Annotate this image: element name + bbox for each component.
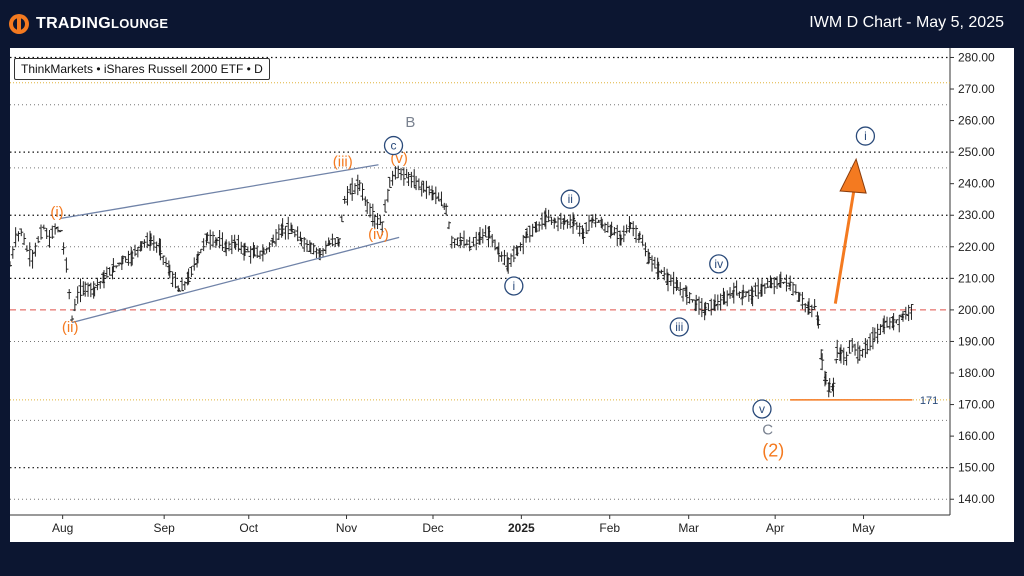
y-tick-label: 170.00 bbox=[958, 398, 995, 412]
wave-circle bbox=[752, 399, 772, 419]
x-tick-label: 2025 bbox=[508, 521, 535, 535]
wave-label: iv bbox=[714, 257, 723, 271]
channel-upper-line bbox=[60, 164, 379, 220]
y-tick-label: 230.00 bbox=[958, 208, 995, 222]
x-tick-label: Aug bbox=[52, 521, 73, 535]
wave-label: i bbox=[864, 129, 867, 143]
x-tick-label: May bbox=[852, 521, 875, 535]
wave-circle bbox=[669, 317, 689, 337]
y-tick-label: 220.00 bbox=[958, 240, 995, 254]
wave-label: c bbox=[391, 139, 397, 153]
symbol-legend: ThinkMarkets • iShares Russell 2000 ETF … bbox=[14, 58, 270, 80]
x-tick-label: Oct bbox=[239, 521, 258, 535]
wave-circle bbox=[383, 135, 404, 156]
wave-label: ii bbox=[568, 192, 573, 206]
y-tick-label: 250.00 bbox=[958, 145, 995, 159]
wave-circle bbox=[504, 276, 524, 296]
wave-label: (iii) bbox=[333, 153, 353, 170]
wave-label: C bbox=[762, 422, 773, 439]
brand-logo-icon bbox=[9, 14, 29, 34]
chart-frame[interactable]: 280.00 270.00 260.00 250.00 240.00 230.00 220.… bbox=[8, 48, 1014, 542]
x-tick-label: Feb bbox=[599, 521, 620, 535]
y-tick-label: 150.00 bbox=[958, 461, 995, 475]
y-tick-label: 240.00 bbox=[958, 177, 995, 191]
support-label: 171 bbox=[920, 395, 938, 407]
brand-name: TRADINGLOUNGE bbox=[36, 15, 169, 32]
wave-label: B bbox=[405, 114, 415, 131]
y-tick-label: 210.00 bbox=[958, 271, 995, 285]
y-tick-label: 160.00 bbox=[958, 429, 995, 443]
y-tick-label: 140.00 bbox=[958, 492, 995, 506]
wave-label: (iv) bbox=[368, 226, 389, 243]
y-tick-label: 190.00 bbox=[958, 334, 995, 348]
projection-arrow-head bbox=[839, 157, 867, 194]
y-tick-label: 280.00 bbox=[958, 50, 995, 64]
ohlc-series bbox=[8, 165, 914, 398]
wave-label: (ii) bbox=[62, 319, 79, 336]
y-tick-label: 270.00 bbox=[958, 82, 995, 96]
wave-circle bbox=[709, 254, 729, 274]
x-tick-label: Apr bbox=[766, 521, 785, 535]
wave-circle bbox=[855, 126, 876, 146]
wave-label: (i) bbox=[50, 204, 63, 221]
wave-label: iii bbox=[675, 320, 683, 334]
y-tick-label: 200.00 bbox=[958, 303, 995, 317]
x-tick-label: Nov bbox=[336, 521, 357, 535]
y-tick-label: 260.00 bbox=[958, 114, 995, 128]
wave-circle bbox=[560, 189, 580, 209]
wave-label: i bbox=[513, 279, 516, 293]
brand-logo[interactable]: TRADINGLOUNGE bbox=[8, 12, 168, 36]
plot-area bbox=[10, 48, 950, 515]
price-chart[interactable]: 280.00 270.00 260.00 250.00 240.00 230.00 220.… bbox=[8, 48, 1014, 542]
wave-label: (2) bbox=[762, 441, 784, 461]
y-tick-label: 180.00 bbox=[958, 366, 995, 380]
projection-arrow-shaft bbox=[833, 188, 856, 304]
x-tick-label: Dec bbox=[422, 521, 443, 535]
chart-title: IWM D Chart - May 5, 2025 bbox=[809, 14, 1004, 31]
top-bar: TRADINGLOUNGE IWM D Chart - May 5, 2025 bbox=[0, 0, 1024, 48]
x-tick-label: Mar bbox=[678, 521, 699, 535]
wave-label: v bbox=[759, 402, 765, 416]
channel-lower-line bbox=[71, 236, 400, 324]
x-tick-label: Sep bbox=[153, 521, 175, 535]
